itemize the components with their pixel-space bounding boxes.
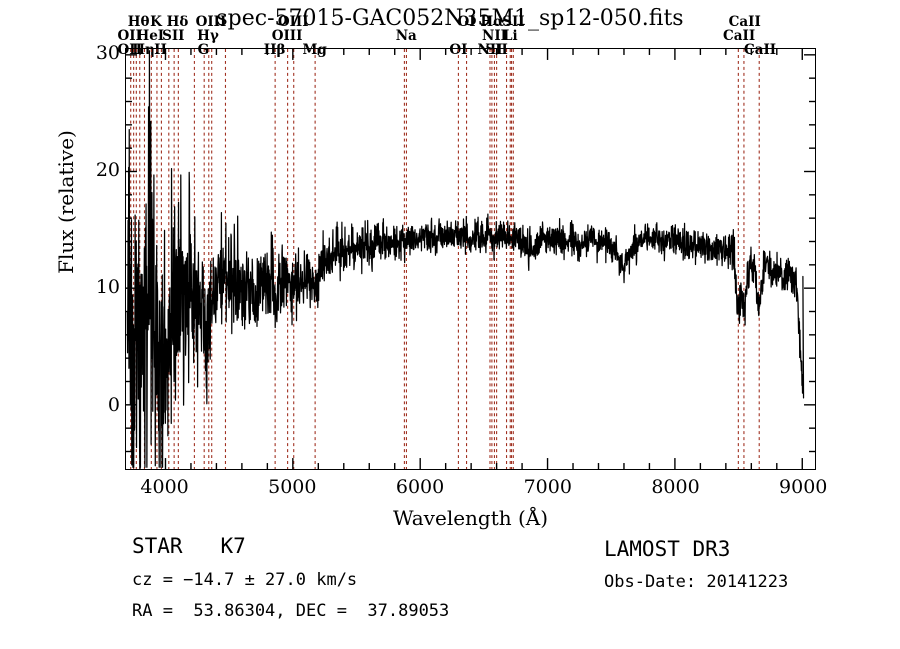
- observation-date-text: Obs-Date: 20141223: [604, 572, 789, 592]
- plot-frame: [125, 48, 816, 470]
- y-tick-label: 10: [95, 276, 120, 299]
- x-tick-label: 4000: [140, 476, 189, 498]
- spectral-line-label: CaII: [723, 28, 756, 44]
- x-tick-label: 9000: [779, 476, 828, 498]
- spectral-line-label: Hα: [480, 14, 504, 30]
- spectral-line-label: OI: [457, 14, 476, 30]
- spectral-line-label: NII: [482, 28, 507, 44]
- spectral-line-label: Hγ: [197, 28, 219, 44]
- spectral-line-label: OIII: [277, 14, 309, 30]
- redshift-velocity-text: cz = −14.7 ± 27.0 km/s: [132, 570, 358, 590]
- spectral-line-label: OII: [117, 28, 142, 44]
- object-class-text: STAR K7: [132, 534, 246, 558]
- x-tick-label: 5000: [268, 476, 317, 498]
- x-tick-label: 8000: [651, 476, 700, 498]
- coordinates-text: RA = 53.86304, DEC = 37.89053: [132, 601, 450, 621]
- axis-ticks: [126, 49, 815, 469]
- y-tick-label: 20: [95, 159, 120, 182]
- spectral-line-label: OII: [117, 42, 142, 58]
- x-axis-label: Wavelength (Å): [392, 506, 549, 530]
- y-axis-tick-labels: 0 10 20 30: [72, 43, 120, 470]
- spectral-line-label: K: [150, 14, 162, 30]
- spectral-line-label: Na: [395, 28, 417, 44]
- spectral-line-label: CaII: [728, 14, 761, 30]
- spectral-line-label: SII: [502, 14, 525, 30]
- spectral-line-label: Hθ: [127, 14, 150, 30]
- spectral-line-label: H: [154, 42, 167, 58]
- y-tick-label: 0: [107, 393, 120, 416]
- spectral-line-label: OIII: [271, 28, 303, 44]
- survey-name-text: LAMOST DR3: [604, 537, 731, 561]
- y-tick-label: 30: [95, 41, 120, 64]
- spectral-line-label: OIII: [195, 14, 227, 30]
- spectral-line-label: HeI: [136, 28, 165, 44]
- spectrum-trace: [126, 50, 805, 468]
- x-tick-label: 7000: [523, 476, 572, 498]
- spectral-line-label: SII: [162, 28, 185, 44]
- spectral-line-label: G: [197, 42, 210, 58]
- spectral-line-label: Hβ: [263, 42, 286, 58]
- spectral-line-label: Hδ: [166, 14, 189, 30]
- plot-area: [126, 49, 815, 469]
- spectral-line-label: Li: [503, 28, 518, 44]
- x-axis-tick-labels: 4000 5000 6000 7000 8000 9000: [125, 476, 827, 502]
- page-title: spec-57015-GAC052N35M1_sp12-050.fits: [216, 6, 684, 31]
- x-tick-label: 6000: [395, 476, 445, 498]
